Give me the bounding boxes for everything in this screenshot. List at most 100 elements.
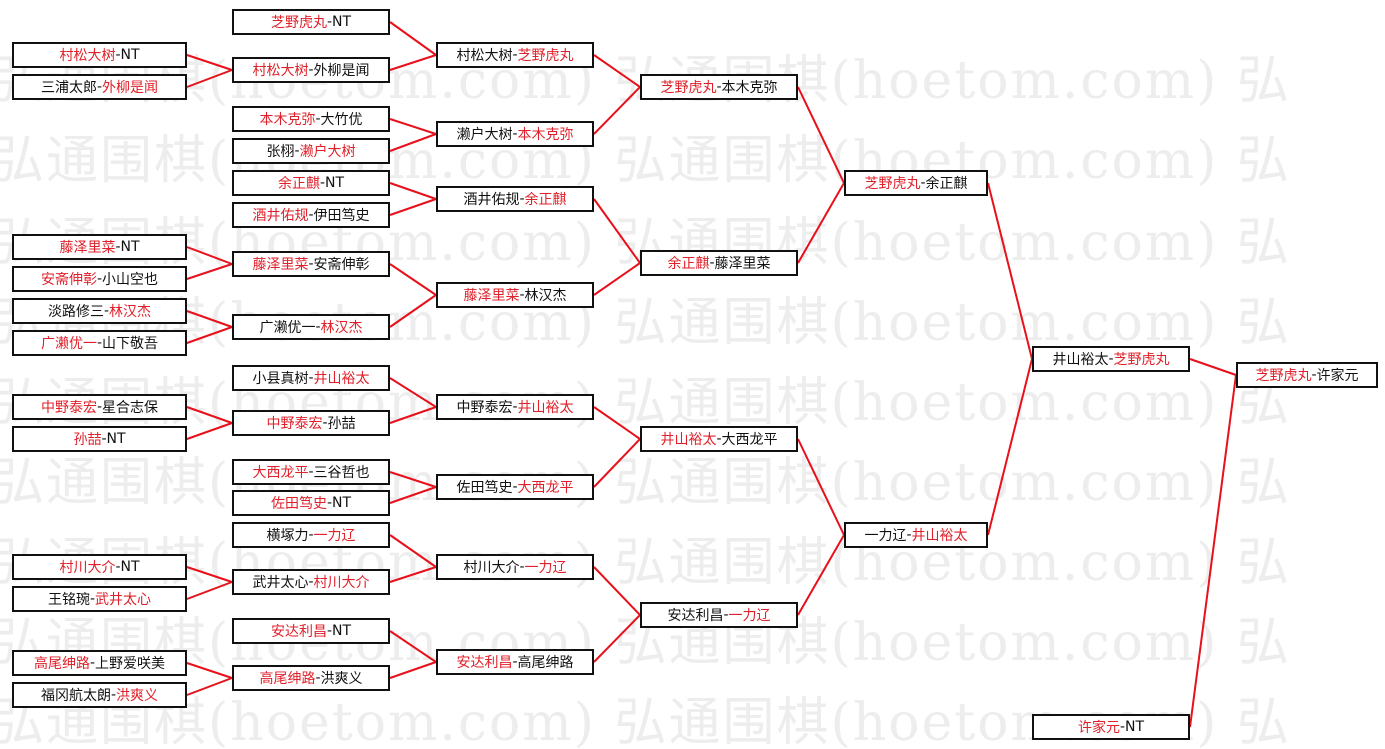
separator: - bbox=[1119, 719, 1126, 735]
connector-line bbox=[593, 54, 641, 88]
match-box: 佐田笃史 - NT bbox=[232, 490, 390, 516]
match-box: 酒井佑规 - 伊田笃史 bbox=[232, 202, 390, 228]
separator: - bbox=[101, 431, 107, 447]
connector-line bbox=[593, 566, 641, 616]
player-a: 许家元 bbox=[1077, 720, 1120, 736]
separator: - bbox=[96, 399, 103, 415]
match-box: 张栩 - 濑户大树 bbox=[232, 138, 390, 164]
connector-line bbox=[389, 486, 437, 504]
player-b: 芝野虎丸 bbox=[517, 48, 574, 64]
match-box: 藤泽里菜 - 安斋伸彰 bbox=[232, 251, 390, 277]
connector-line bbox=[186, 310, 233, 328]
player-b: 井山裕太 bbox=[911, 528, 968, 544]
player-a: 广濑优一 bbox=[259, 320, 316, 336]
player-a: 芝野虎丸 bbox=[270, 15, 327, 31]
player-b: 大西龙平 bbox=[721, 432, 778, 448]
player-a: 高尾绅路 bbox=[259, 671, 316, 687]
connector-line bbox=[186, 677, 233, 696]
separator: - bbox=[326, 623, 333, 639]
separator: - bbox=[315, 319, 321, 335]
match-box: 王铭琬 - 武井太心 bbox=[12, 586, 187, 612]
connector-line bbox=[797, 86, 845, 184]
connector-line bbox=[186, 246, 233, 265]
player-a: 小县真树 bbox=[252, 371, 309, 387]
separator: - bbox=[96, 271, 103, 287]
match-box: 中野泰宏 - 孙喆 bbox=[232, 410, 390, 436]
match-box: 芝野虎丸 - 余正麒 bbox=[844, 170, 988, 196]
match-box: 井山裕太 - 芝野虎丸 bbox=[1032, 346, 1190, 372]
match-box: 藤泽里菜 - 林汉杰 bbox=[436, 282, 594, 308]
match-box: 三浦太郎 - 外柳是闻 bbox=[12, 74, 187, 100]
player-b: 井山裕太 bbox=[517, 400, 574, 416]
player-a: 余正麒 bbox=[667, 256, 710, 272]
player-b: 孙喆 bbox=[327, 416, 356, 432]
player-b: 上野爱咲美 bbox=[95, 656, 166, 672]
player-b: 村川大介 bbox=[313, 575, 370, 591]
match-box: 福冈航太朗 - 洪爽义 bbox=[12, 682, 187, 708]
connector-line bbox=[593, 406, 641, 440]
player-a: 安达利昌 bbox=[667, 608, 724, 624]
connector-line bbox=[593, 86, 641, 135]
match-box: 安达利昌 - 一力辽 bbox=[640, 602, 798, 628]
separator: - bbox=[308, 464, 314, 480]
connector-line bbox=[389, 182, 437, 200]
player-a: 佐田笃史 bbox=[456, 480, 513, 496]
connector-line bbox=[593, 438, 641, 488]
connector-line bbox=[186, 263, 233, 280]
match-box: 横塚力 - 一力辽 bbox=[232, 522, 390, 548]
player-b: 本木克弥 bbox=[517, 127, 574, 143]
player-a: 芝野虎丸 bbox=[864, 176, 921, 192]
connector-line bbox=[389, 294, 437, 328]
watermark: 弘通围棋(hoetom.com) 弘通围棋(hoetom.com) 弘 bbox=[0, 293, 1291, 353]
match-box: 芝野虎丸 - 许家元 bbox=[1236, 362, 1378, 388]
match-box: 余正麒 - NT bbox=[232, 170, 390, 196]
connector-line bbox=[797, 534, 845, 616]
match-box: 武井太心 - 村川大介 bbox=[232, 569, 390, 595]
player-a: 武井太心 bbox=[252, 575, 309, 591]
separator: - bbox=[308, 574, 314, 590]
watermark: 弘通围棋(hoetom.com) 弘通围棋(hoetom.com) 弘 bbox=[0, 131, 1291, 191]
player-a: 村松大树 bbox=[252, 63, 309, 79]
watermark: 弘通围棋(hoetom.com) 弘通围棋(hoetom.com) 弘 bbox=[0, 453, 1291, 513]
player-a: 濑户大树 bbox=[456, 127, 513, 143]
connector-line bbox=[389, 21, 437, 56]
separator: - bbox=[89, 591, 96, 607]
player-a: 藤泽里菜 bbox=[252, 257, 309, 273]
separator: - bbox=[308, 370, 314, 386]
separator: - bbox=[512, 399, 518, 415]
player-a: 广濑优一 bbox=[40, 336, 97, 352]
connector-line bbox=[1189, 374, 1237, 728]
player-b: 一力辽 bbox=[728, 608, 771, 624]
separator: - bbox=[115, 559, 121, 575]
player-a: 中野泰宏 bbox=[40, 400, 97, 416]
separator: - bbox=[308, 62, 314, 78]
player-b: 本木克弥 bbox=[721, 80, 778, 96]
player-a: 井山裕太 bbox=[660, 432, 717, 448]
player-b: 一力辽 bbox=[524, 560, 567, 576]
player-a: 藤泽里菜 bbox=[463, 288, 520, 304]
separator: - bbox=[519, 559, 525, 575]
player-b: 星合志保 bbox=[102, 400, 159, 416]
player-b: 芝野虎丸 bbox=[1113, 352, 1170, 368]
connector-line bbox=[186, 406, 233, 424]
player-a: 高尾绅路 bbox=[33, 656, 90, 672]
match-box: 一力辽 - 井山裕太 bbox=[844, 522, 988, 548]
player-a: 大西龙平 bbox=[252, 465, 309, 481]
connector-line bbox=[593, 198, 641, 264]
match-box: 村川大介 - 一力辽 bbox=[436, 554, 594, 580]
separator: - bbox=[519, 191, 525, 207]
player-b: 洪爽义 bbox=[116, 688, 159, 704]
match-box: 中野泰宏 - 井山裕太 bbox=[436, 394, 594, 420]
match-box: 安斋伸彰 - 小山空也 bbox=[12, 266, 187, 292]
separator: - bbox=[709, 255, 715, 271]
connector-line bbox=[987, 182, 1033, 360]
match-box: 安达利昌 - 高尾绅路 bbox=[436, 649, 594, 675]
match-box: 濑户大树 - 本木克弥 bbox=[436, 121, 594, 147]
watermark: 弘通围棋(hoetom.com) 弘通围棋(hoetom.com) 弘 bbox=[0, 533, 1291, 593]
connector-line bbox=[186, 581, 233, 600]
player-b: 大竹优 bbox=[320, 112, 363, 128]
connector-line bbox=[186, 422, 233, 440]
player-a: 芝野虎丸 bbox=[660, 80, 717, 96]
separator: - bbox=[308, 207, 314, 223]
connector-line bbox=[389, 133, 437, 152]
